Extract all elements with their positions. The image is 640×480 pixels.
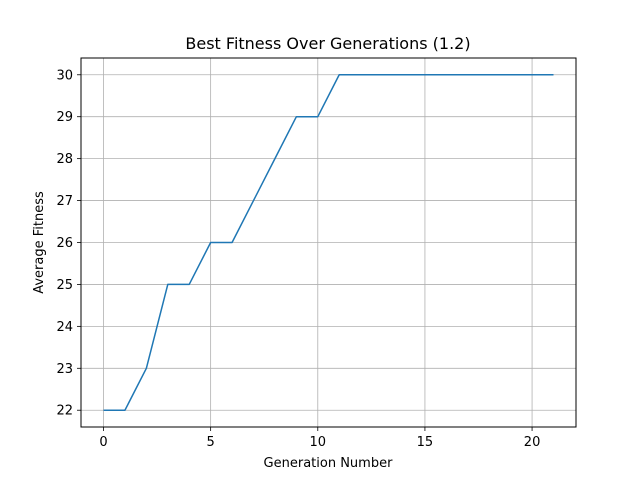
grid <box>81 58 576 427</box>
series-line <box>103 74 554 411</box>
y-tick-label: 27 <box>56 194 73 209</box>
x-tick-label: 0 <box>99 435 107 450</box>
ticks: 0 5 10 15 20 22 23 24 25 26 27 28 29 30 <box>56 68 540 450</box>
x-tick-label: 5 <box>207 435 215 450</box>
x-tick-label: 20 <box>524 435 541 450</box>
y-tick-label: 22 <box>56 404 73 419</box>
x-tick-label: 10 <box>310 435 327 450</box>
y-axis-label: Average Fitness <box>32 191 47 294</box>
chart-title: Best Fitness Over Generations (1.2) <box>185 34 470 53</box>
y-tick-label: 28 <box>56 152 73 167</box>
x-tick-label: 15 <box>417 435 434 450</box>
y-tick-label: 26 <box>56 236 73 251</box>
y-tick-label: 23 <box>56 362 73 377</box>
x-axis-label: Generation Number <box>264 456 394 471</box>
series-layer <box>103 74 554 411</box>
y-tick-label: 29 <box>56 110 73 125</box>
y-tick-label: 25 <box>56 278 73 293</box>
y-tick-label: 30 <box>56 68 73 83</box>
y-tick-label: 24 <box>56 320 73 335</box>
